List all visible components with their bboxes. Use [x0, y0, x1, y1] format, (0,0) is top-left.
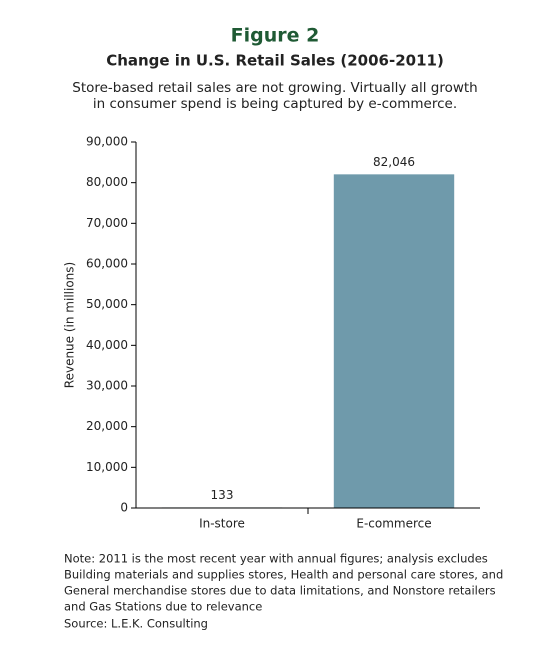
- y-tick-label: 10,000: [86, 460, 128, 474]
- note: Note: 2011 is the most recent year with …: [64, 552, 488, 566]
- y-tick-label: 70,000: [86, 216, 128, 230]
- y-tick-label: 50,000: [86, 297, 128, 311]
- chart-title: Change in U.S. Retail Sales (2006-2011): [106, 52, 444, 70]
- source: Source: L.E.K. Consulting: [64, 617, 208, 631]
- y-tick-label: 80,000: [86, 175, 128, 189]
- subtitle: in consumer spend is being captured by e…: [93, 96, 457, 112]
- subtitle: Store-based retail sales are not growing…: [72, 80, 478, 96]
- bar: [333, 174, 455, 509]
- y-tick-label: 30,000: [86, 379, 128, 393]
- y-tick-label: 40,000: [86, 338, 128, 352]
- x-tick-label: In-store: [199, 517, 245, 531]
- x-tick-label: E-commerce: [356, 517, 431, 531]
- note: General merchandise stores due to data l…: [64, 584, 496, 598]
- value-label: 82,046: [373, 155, 415, 169]
- value-label: 133: [211, 488, 234, 502]
- y-tick-label: 60,000: [86, 257, 128, 271]
- y-tick-label: 20,000: [86, 419, 128, 433]
- y-tick-label: 0: [120, 501, 128, 515]
- note: and Gas Stations due to relevance: [64, 600, 262, 614]
- note: Building materials and supplies stores, …: [64, 568, 503, 582]
- y-axis-label: Revenue (in millions): [63, 262, 77, 388]
- y-tick-label: 90,000: [86, 135, 128, 149]
- figure-label: Figure 2: [231, 25, 320, 47]
